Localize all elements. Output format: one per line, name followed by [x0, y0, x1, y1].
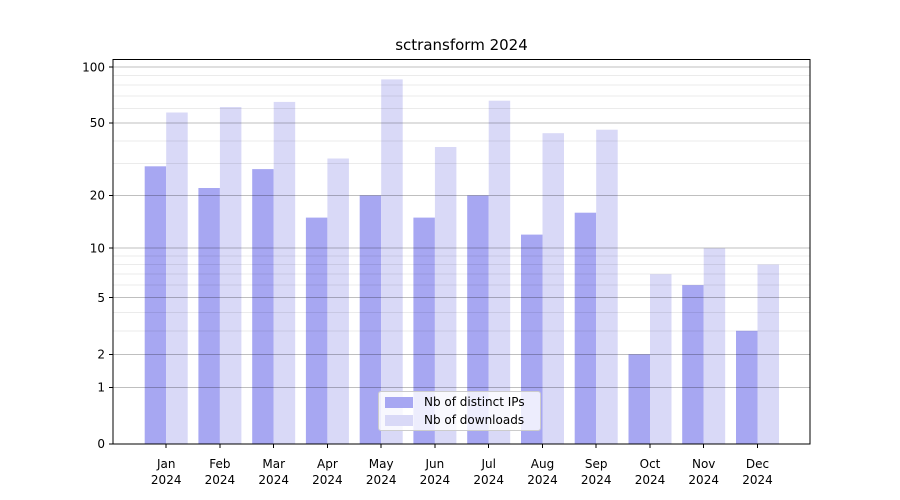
x-tick-label-month: Apr — [317, 457, 338, 471]
x-tick-label-month: Jan — [156, 457, 176, 471]
x-tick-label-year: 2024 — [473, 473, 504, 487]
bar-s0-jun — [413, 217, 435, 444]
bar-s1-aug — [542, 133, 564, 444]
x-tick-label-year: 2024 — [688, 473, 719, 487]
x-tick-label-month: Sep — [585, 457, 608, 471]
x-tick-label-month: Aug — [531, 457, 554, 471]
bar-s0-nov — [682, 285, 704, 444]
x-tick-label-year: 2024 — [258, 473, 289, 487]
bar-s1-sep — [596, 129, 618, 444]
bar-s0-mar — [252, 169, 274, 444]
x-tick-label-year: 2024 — [420, 473, 451, 487]
y-tick-label: 1 — [97, 381, 105, 395]
x-tick-label-year: 2024 — [742, 473, 773, 487]
bar-s1-apr — [327, 158, 349, 444]
legend-label-distinct-ips: Nb of distinct IPs — [424, 395, 525, 409]
y-tick-label: 100 — [82, 60, 105, 74]
y-tick-label: 2 — [97, 348, 105, 362]
legend-item-distinct-ips: Nb of distinct IPs — [385, 395, 540, 409]
bar-s1-oct — [650, 274, 672, 444]
bar-s0-apr — [305, 217, 328, 444]
x-tick-label-year: 2024 — [205, 473, 236, 487]
legend-label-downloads: Nb of downloads — [424, 413, 525, 427]
x-tick-label-month: Jul — [480, 457, 495, 471]
bar-s1-nov — [703, 248, 726, 444]
x-tick-label-month: Mar — [262, 457, 285, 471]
x-tick-label-year: 2024 — [527, 473, 558, 487]
bar-s1-may — [381, 79, 403, 445]
bar-s0-may — [359, 195, 382, 444]
legend: Nb of distinct IPs Nb of downloads — [378, 391, 541, 431]
x-tick-label-year: 2024 — [151, 473, 182, 487]
bar-s1-mar — [273, 101, 296, 445]
legend-swatch-downloads — [385, 414, 413, 426]
bar-s0-jan — [144, 166, 167, 445]
x-tick-label-month: Jun — [425, 457, 445, 471]
y-tick-label: 10 — [90, 241, 105, 255]
x-tick-label-year: 2024 — [581, 473, 612, 487]
x-tick-label-month: May — [369, 457, 394, 471]
x-tick-label-month: Oct — [640, 457, 661, 471]
bar-s1-jan — [166, 112, 188, 444]
plot-border — [112, 59, 811, 445]
y-tick-label: 5 — [97, 291, 105, 305]
x-tick-label-month: Dec — [746, 457, 769, 471]
y-tick-label: 0 — [97, 437, 105, 451]
bar-s1-dec — [757, 264, 779, 444]
legend-item-downloads: Nb of downloads — [385, 413, 540, 427]
x-tick-label-year: 2024 — [635, 473, 666, 487]
chart-title: sctransform 2024 — [395, 36, 528, 54]
bar-s0-feb — [198, 188, 220, 444]
x-tick-label-year: 2024 — [366, 473, 397, 487]
legend-swatch-distinct-ips — [385, 396, 413, 408]
bar-s0-oct — [628, 354, 650, 444]
bar-s1-jun — [434, 147, 457, 444]
x-tick-label-month: Nov — [692, 457, 715, 471]
bar-s0-dec — [736, 330, 758, 444]
bar-s0-sep — [574, 212, 597, 444]
y-tick-label: 20 — [90, 189, 105, 203]
x-tick-label-year: 2024 — [312, 473, 343, 487]
bar-s1-jul — [488, 100, 511, 444]
bar-s1-feb — [219, 107, 242, 444]
y-tick-label: 50 — [90, 116, 105, 130]
x-tick-label-month: Feb — [209, 457, 230, 471]
bar-s0-jul — [467, 195, 489, 444]
